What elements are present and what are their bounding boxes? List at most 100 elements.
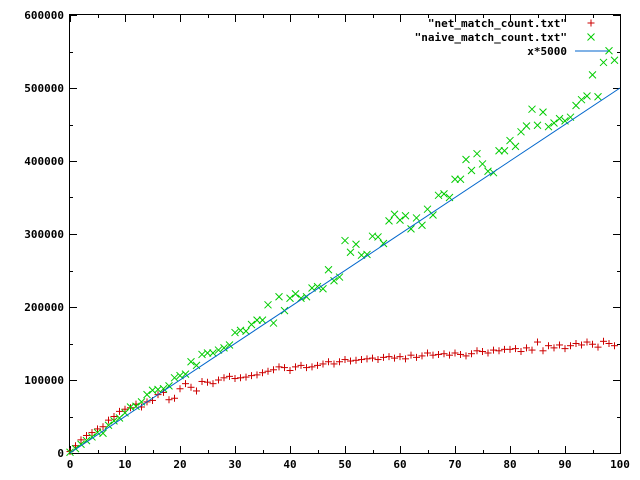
data-point-naive	[456, 175, 465, 184]
data-point-net	[517, 348, 525, 356]
data-point-net	[479, 348, 486, 356]
data-point-naive	[407, 225, 415, 233]
y-tick-label: 400000	[24, 155, 64, 168]
data-point-net	[429, 351, 437, 359]
data-point-net	[561, 345, 569, 353]
legend-label-net: "net_match_count.txt"	[428, 17, 567, 30]
data-point-net	[264, 367, 272, 375]
data-point-naive	[539, 108, 547, 116]
data-point-net	[77, 436, 85, 444]
data-point-net	[319, 360, 327, 368]
legend-swatch-naive	[587, 33, 595, 41]
data-point-naive	[330, 276, 338, 285]
axis-ticks	[70, 15, 621, 454]
data-point-net	[253, 371, 261, 379]
data-point-naive	[66, 448, 74, 457]
data-point-naive	[550, 119, 558, 127]
data-point-naive	[88, 433, 96, 441]
legend: "net_match_count.txt""naive_match_count.…	[415, 17, 608, 58]
plot-frame	[69, 14, 621, 454]
series-line-x5000	[69, 87, 621, 454]
y-tick-label: 600000	[24, 9, 64, 22]
data-point-net	[462, 352, 470, 360]
data-point-net	[358, 356, 365, 364]
data-point-naive	[385, 217, 393, 225]
data-point-naive	[170, 373, 179, 382]
data-point-net	[583, 338, 591, 346]
data-point-net	[209, 380, 217, 388]
data-point-naive	[401, 211, 410, 220]
data-point-naive	[275, 292, 283, 301]
data-point-naive	[418, 221, 426, 230]
data-point-naive	[247, 320, 256, 329]
data-point-net	[198, 377, 206, 385]
data-point-naive	[269, 319, 278, 327]
data-point-naive	[594, 92, 602, 101]
data-point-net	[187, 383, 195, 391]
data-point-net	[297, 361, 305, 369]
data-point-naive	[335, 273, 344, 281]
y-tick-label: 100000	[24, 374, 64, 387]
x-tick-label: 50	[338, 458, 351, 471]
data-point-naive	[291, 290, 300, 298]
data-point-net	[539, 347, 547, 355]
x-tick-label: 30	[228, 458, 241, 471]
data-point-net	[330, 360, 338, 368]
data-point-net	[242, 373, 250, 381]
data-point-net	[385, 353, 393, 361]
y-tick-label: 0	[57, 447, 64, 460]
data-point-net	[121, 405, 129, 413]
data-point-naive	[577, 95, 586, 104]
data-point-net	[116, 407, 123, 415]
data-point-naive	[198, 350, 206, 359]
data-point-net	[110, 413, 118, 420]
data-point-net	[83, 431, 90, 439]
data-point-net	[396, 353, 404, 361]
data-point-net	[303, 364, 310, 372]
data-point-net	[369, 354, 376, 362]
data-point-net	[182, 380, 189, 388]
data-point-naive	[104, 421, 113, 430]
data-point-naive	[346, 248, 355, 257]
y-tick-label: 500000	[24, 82, 64, 95]
data-point-naive	[363, 250, 371, 259]
data-point-net	[413, 353, 420, 361]
x-tick-label: 80	[503, 458, 516, 471]
data-point-net	[528, 346, 536, 354]
data-point-net	[440, 350, 448, 358]
data-point-naive	[159, 384, 168, 393]
legend-label-naive: "naive_match_count.txt"	[415, 31, 567, 44]
data-point-naive	[412, 214, 421, 222]
data-point-naive	[181, 370, 190, 379]
data-point-naive	[187, 357, 195, 366]
data-point-net	[204, 378, 211, 386]
data-point-net	[347, 357, 354, 365]
data-point-naive	[77, 440, 85, 449]
x-tick-label: 60	[393, 458, 406, 471]
data-point-net	[523, 344, 530, 352]
data-point-net	[176, 385, 184, 393]
data-point-net	[594, 343, 602, 351]
data-point-net	[473, 347, 481, 355]
data-point-net	[402, 355, 409, 363]
data-point-naive	[379, 239, 388, 248]
data-point-net	[231, 375, 239, 383]
data-point-net	[550, 344, 558, 352]
y-tick-label: 200000	[24, 301, 64, 314]
data-point-net	[435, 350, 442, 358]
data-point-net	[248, 372, 255, 380]
data-point-naive	[99, 429, 107, 438]
data-point-naive	[231, 328, 239, 337]
data-point-net	[589, 340, 596, 348]
data-point-naive	[286, 294, 294, 303]
data-point-naive	[500, 146, 509, 155]
data-point-net	[341, 356, 349, 364]
data-point-net	[468, 350, 475, 358]
data-point-naive	[495, 146, 503, 155]
data-point-net	[88, 429, 96, 437]
data-point-net	[605, 340, 613, 347]
data-point-naive	[352, 240, 360, 249]
data-point-naive	[258, 316, 267, 324]
legend-label-fit: x*5000	[527, 45, 567, 58]
